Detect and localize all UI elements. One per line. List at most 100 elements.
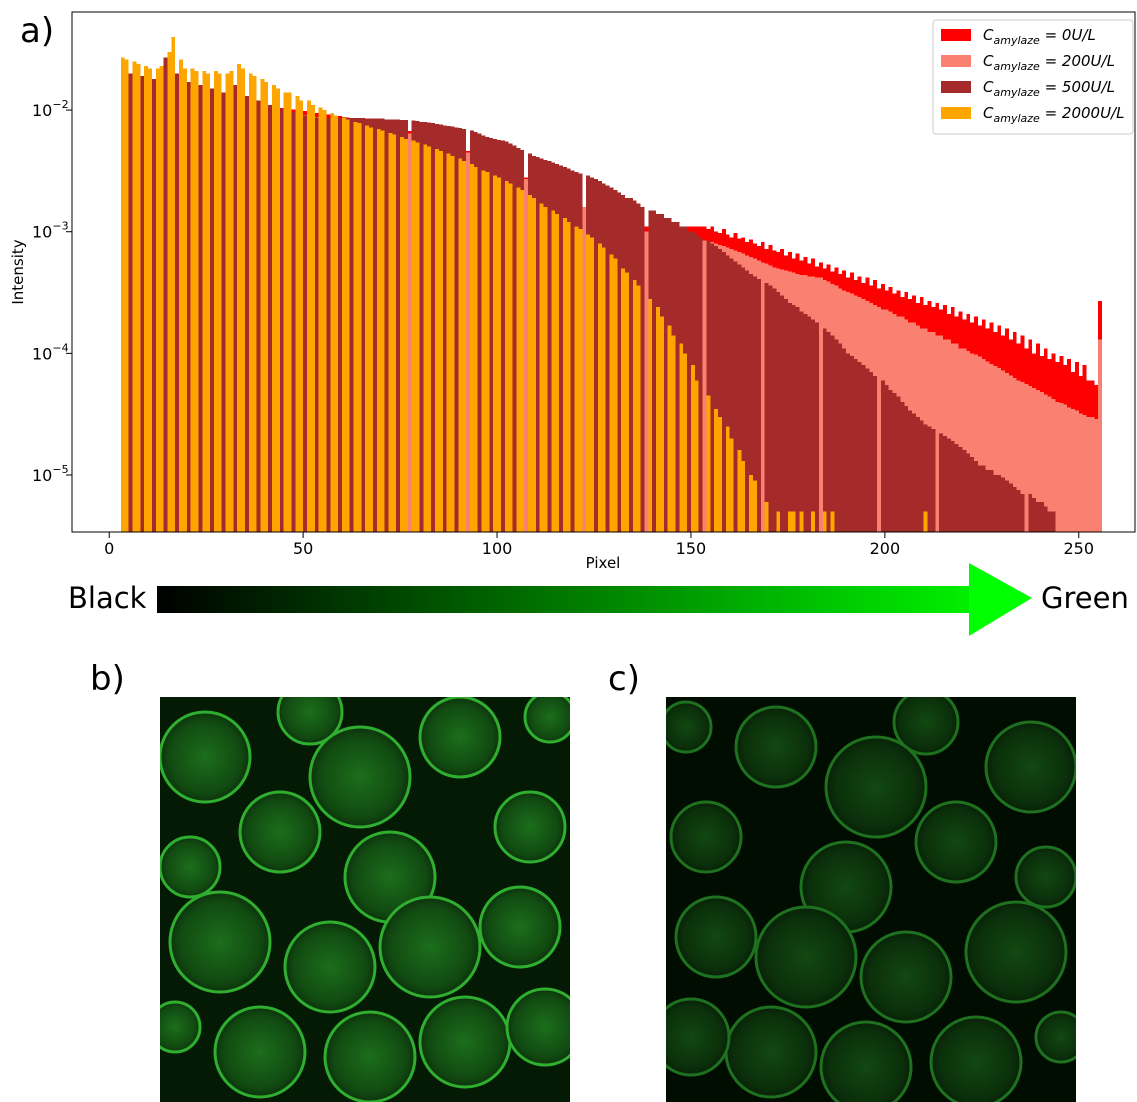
bar (372, 118, 377, 532)
bar (396, 119, 401, 532)
bar (997, 475, 1002, 532)
bar (776, 511, 781, 532)
bar (477, 133, 482, 532)
bar (562, 217, 567, 532)
bar (625, 272, 629, 532)
bar (450, 155, 455, 532)
cell (283, 920, 377, 1014)
bar (993, 475, 998, 532)
bar (279, 109, 284, 532)
bar (144, 66, 149, 532)
legend-swatch (941, 81, 971, 93)
bar (613, 258, 618, 532)
bar (481, 170, 486, 532)
bar (617, 192, 622, 532)
cell (378, 895, 482, 999)
bar (760, 262, 765, 532)
cell (323, 1010, 417, 1102)
bar (140, 76, 145, 532)
bar (392, 134, 397, 532)
bar (815, 322, 819, 532)
bar (248, 73, 253, 532)
bar (737, 450, 742, 532)
bar (958, 446, 963, 532)
image-dimming (666, 697, 1076, 1102)
bar (151, 79, 156, 532)
bar (241, 68, 245, 532)
micrograph-b (160, 697, 570, 1102)
bar (741, 461, 746, 532)
bar (287, 92, 292, 532)
bar (830, 335, 835, 532)
bar (807, 316, 812, 532)
bar (768, 285, 773, 532)
cells (666, 697, 1076, 1102)
bar (698, 237, 703, 532)
bar (535, 157, 540, 532)
bar (865, 368, 870, 532)
bar (764, 501, 769, 532)
bar (749, 475, 754, 532)
bar (1082, 415, 1087, 532)
bar (636, 285, 641, 532)
bar (791, 511, 796, 532)
bar (663, 217, 668, 532)
bar (221, 92, 226, 532)
bar (1074, 410, 1079, 532)
bar (950, 343, 955, 532)
legend-label: Camylaze = 0U/L (983, 26, 1096, 47)
bar (915, 416, 920, 532)
cell (160, 710, 252, 804)
bar (345, 119, 350, 532)
bar (737, 264, 742, 532)
bar (128, 73, 133, 532)
bar (954, 443, 959, 532)
gradient-arrowhead (969, 563, 1032, 636)
bar (531, 197, 536, 532)
cell (418, 995, 512, 1089)
bar (818, 277, 823, 532)
micrograph-c (666, 697, 1076, 1102)
bar (132, 61, 137, 532)
bar (586, 234, 591, 532)
bar (834, 339, 839, 532)
bar (1024, 383, 1029, 532)
bar (1020, 382, 1025, 532)
bar (787, 511, 792, 532)
bar (880, 380, 885, 532)
bar (597, 243, 602, 532)
bar (1063, 404, 1068, 532)
cell (674, 895, 758, 979)
panel-label: a) (20, 11, 54, 51)
bar (225, 73, 230, 532)
bar (838, 343, 843, 532)
bar (830, 511, 835, 532)
bar (795, 307, 800, 532)
bar (500, 140, 505, 532)
bar (1032, 387, 1037, 532)
cell (859, 930, 953, 1024)
x-axis-label: Pixel (586, 554, 621, 572)
bar (1001, 477, 1006, 532)
bar (892, 393, 897, 532)
bar (690, 365, 695, 532)
bar (376, 128, 381, 532)
legend-label: Camylaze = 2000U/L (983, 104, 1124, 125)
cell (478, 885, 562, 969)
cell (734, 705, 818, 789)
bar (299, 100, 304, 532)
bar (706, 240, 711, 532)
bar (966, 453, 971, 532)
panel-label: b) (90, 659, 125, 699)
bar (706, 395, 711, 532)
bar (1028, 385, 1033, 532)
bar (1039, 392, 1044, 532)
bar (1012, 486, 1017, 532)
bar (710, 243, 715, 532)
cell (213, 1005, 307, 1099)
x-tick-label: 50 (293, 539, 313, 558)
bar (365, 125, 370, 532)
bar (985, 469, 990, 532)
bar (1028, 493, 1033, 532)
bar (822, 328, 827, 532)
